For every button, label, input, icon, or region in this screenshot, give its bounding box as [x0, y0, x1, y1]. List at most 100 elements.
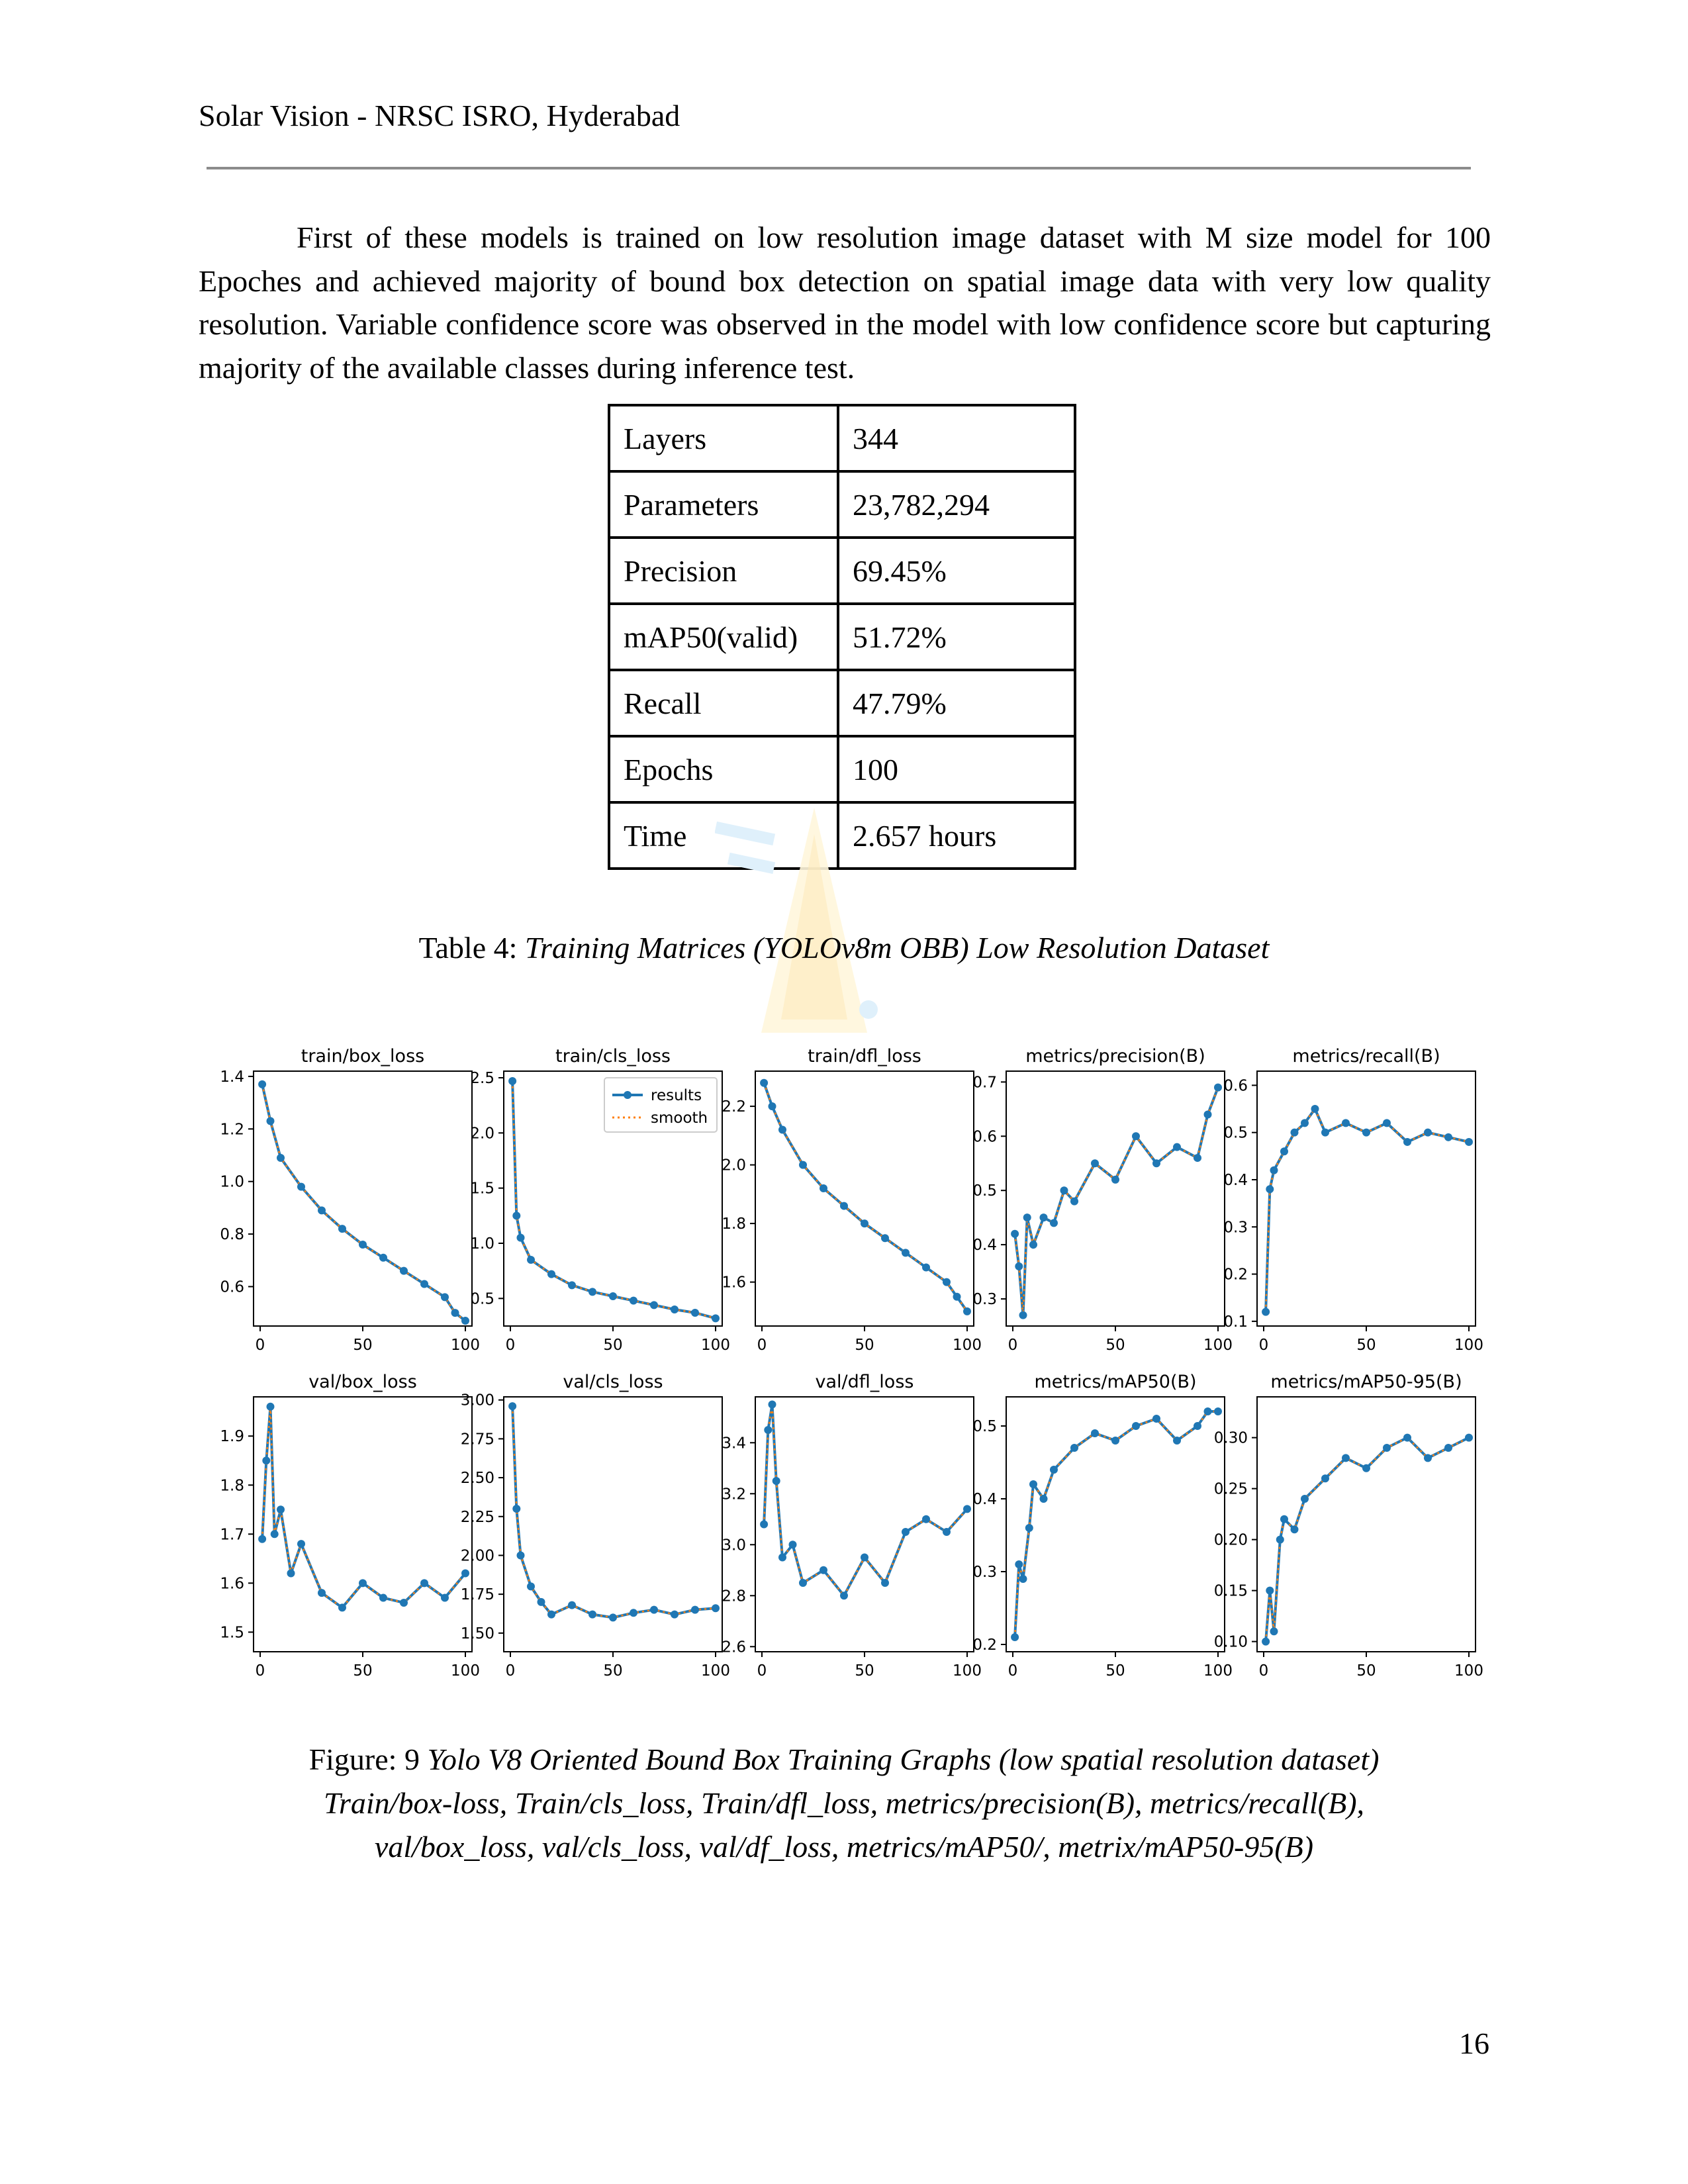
chart-title: train/dfl_loss — [808, 1046, 921, 1067]
data-point — [902, 1528, 910, 1537]
data-point — [760, 1520, 769, 1529]
data-point — [1152, 1415, 1160, 1423]
table-row: Epochs 100 — [608, 735, 1076, 804]
data-point — [760, 1078, 769, 1087]
plot-frame — [253, 1396, 473, 1652]
data-point — [277, 1153, 285, 1162]
x-tick-label: 0 — [1008, 1337, 1018, 1354]
data-point — [318, 1206, 326, 1215]
x-tick-label: 50 — [603, 1337, 622, 1354]
table-value-cell: 2.657 hours — [837, 801, 1076, 870]
y-tick-label: 0.25 — [1214, 1481, 1248, 1498]
data-point — [338, 1603, 346, 1612]
data-point — [1203, 1110, 1212, 1119]
x-tick-label: 100 — [1203, 1662, 1233, 1680]
data-point — [1132, 1132, 1140, 1141]
data-point — [764, 1426, 773, 1435]
data-point — [547, 1270, 555, 1278]
legend-label-results: results — [651, 1087, 702, 1104]
data-point — [712, 1604, 720, 1613]
data-point — [1060, 1186, 1068, 1195]
figure-caption-line1: Yolo V8 Oriented Bound Box Training Grap… — [427, 1742, 1380, 1776]
table-value-cell: 69.45% — [837, 536, 1076, 605]
data-point — [1266, 1185, 1274, 1194]
data-point — [527, 1582, 535, 1591]
data-point — [963, 1307, 971, 1315]
data-point — [359, 1579, 367, 1588]
y-tick-label: 0.30 — [1214, 1430, 1248, 1447]
data-point — [588, 1288, 596, 1296]
plot-frame — [1006, 1070, 1225, 1327]
data-point — [1465, 1433, 1473, 1442]
y-tick-label: 1.2 — [220, 1121, 244, 1138]
x-tick-label: 100 — [701, 1337, 730, 1354]
y-tick-label: 0.5 — [972, 1182, 997, 1200]
y-tick-label: 2.8 — [722, 1588, 746, 1605]
table-value-cell: 344 — [837, 404, 1076, 473]
y-tick-label: 3.2 — [722, 1486, 746, 1503]
plot-frame — [755, 1070, 974, 1327]
data-point — [1070, 1444, 1078, 1452]
y-tick-label: 3.0 — [722, 1537, 746, 1554]
table-key-cell: mAP50(valid) — [608, 602, 839, 671]
y-tick-label: 2.25 — [461, 1509, 494, 1526]
data-point — [1091, 1429, 1099, 1437]
y-tick-label: 1.50 — [461, 1625, 494, 1642]
data-point — [1444, 1444, 1452, 1452]
table-caption-title: Training Matrices (YOLOv8m OBB) Low Reso… — [524, 931, 1270, 965]
table-value-cell: 51.72% — [837, 602, 1076, 671]
plot-frame — [503, 1396, 723, 1652]
x-tick-label: 0 — [1008, 1662, 1018, 1680]
data-point — [1301, 1119, 1309, 1127]
data-point — [1011, 1229, 1019, 1238]
data-point — [609, 1292, 617, 1300]
data-point — [527, 1256, 535, 1264]
chart-title: val/box_loss — [308, 1372, 417, 1392]
chart-panel: val/cls_loss 1.50 1.75 2.00 2.25 2.50 2.75 3.00… — [461, 1372, 730, 1680]
x-tick-label: 0 — [1259, 1662, 1269, 1680]
data-point — [1025, 1524, 1033, 1532]
figure-caption: Figure: 9 Yolo V8 Oriented Bound Box Tra… — [0, 1738, 1688, 1869]
data-point — [400, 1598, 408, 1607]
data-point — [512, 1505, 521, 1513]
data-point — [1403, 1137, 1411, 1146]
data-point — [840, 1202, 848, 1210]
results-line — [261, 1406, 467, 1610]
y-tick-label: 3.00 — [461, 1392, 494, 1409]
data-point — [1262, 1307, 1270, 1316]
chart-title: train/cls_loss — [555, 1046, 671, 1067]
smooth-line — [1264, 1107, 1470, 1312]
x-tick-label: 100 — [701, 1662, 730, 1680]
data-point — [516, 1551, 525, 1560]
data-point — [1383, 1444, 1391, 1452]
chart-title: val/dfl_loss — [816, 1372, 914, 1392]
data-point — [1290, 1128, 1299, 1137]
data-point — [568, 1281, 576, 1290]
table-row: mAP50(valid) 51.72% — [608, 602, 1076, 671]
y-tick-label: 2.50 — [461, 1470, 494, 1487]
header-rule — [207, 167, 1471, 169]
x-tick-label: 50 — [353, 1337, 372, 1354]
data-point — [420, 1280, 428, 1288]
data-point — [258, 1535, 267, 1543]
data-point — [1091, 1159, 1099, 1168]
data-point — [943, 1278, 951, 1286]
table-key-cell: Parameters — [608, 470, 839, 539]
data-point — [1194, 1154, 1201, 1163]
y-tick-label: 2.75 — [461, 1431, 494, 1448]
x-tick-label: 50 — [1356, 1662, 1376, 1680]
data-point — [1342, 1454, 1350, 1462]
smooth-line — [511, 1406, 716, 1619]
data-point — [1290, 1525, 1299, 1534]
y-tick-label: 1.7 — [220, 1526, 244, 1543]
x-tick-label: 50 — [1105, 1337, 1125, 1354]
data-point — [508, 1402, 517, 1411]
data-point — [318, 1589, 326, 1597]
data-point — [547, 1610, 555, 1619]
data-point — [1173, 1143, 1181, 1151]
data-point — [778, 1125, 786, 1134]
data-point — [768, 1102, 776, 1111]
data-point — [1362, 1128, 1370, 1137]
data-point — [861, 1553, 868, 1562]
plot-frame — [1256, 1070, 1476, 1327]
